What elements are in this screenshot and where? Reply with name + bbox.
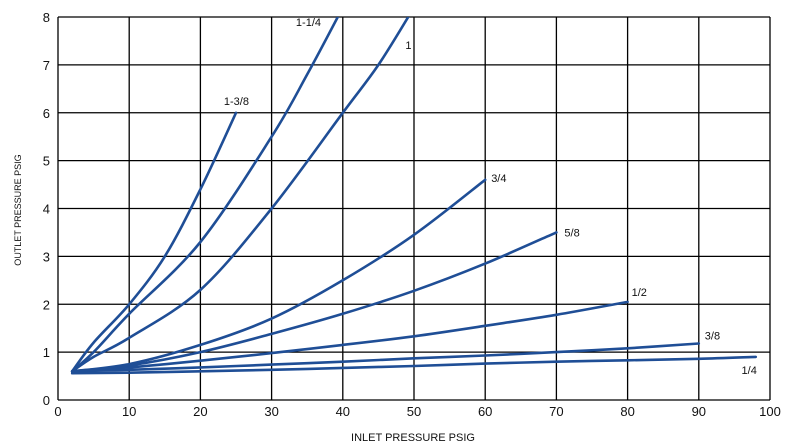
x-tick-label: 60 bbox=[478, 404, 492, 419]
series-label: 3/4 bbox=[491, 173, 506, 185]
x-tick-label: 40 bbox=[336, 404, 350, 419]
series-line-1-1-4 bbox=[70, 17, 340, 373]
y-tick-label: 7 bbox=[43, 58, 50, 73]
x-tick-label: 90 bbox=[692, 404, 706, 419]
x-tick-label: 20 bbox=[193, 404, 207, 419]
grid bbox=[57, 16, 771, 401]
y-tick-label: 5 bbox=[43, 154, 50, 169]
series-line-3-4 bbox=[70, 178, 487, 373]
x-axis-ticks: 0 10 20 30 40 50 60 70 80 90 100 bbox=[54, 404, 780, 419]
x-tick-label: 70 bbox=[549, 404, 563, 419]
y-axis-label: OUTLET PRESSURE PSIG bbox=[13, 154, 23, 265]
y-tick-label: 3 bbox=[43, 249, 50, 264]
curves bbox=[70, 17, 758, 375]
x-tick-label: 0 bbox=[54, 404, 61, 419]
x-tick-label: 30 bbox=[264, 404, 278, 419]
series-line-3-8 bbox=[70, 342, 701, 373]
series-label: 1-3/8 bbox=[224, 96, 249, 108]
series-label: 1/2 bbox=[632, 287, 647, 299]
series-label: 1-1/4 bbox=[296, 17, 321, 29]
series-label: 1/4 bbox=[742, 365, 757, 377]
series-line-1-4 bbox=[70, 355, 758, 375]
series-line-1 bbox=[70, 17, 410, 373]
y-tick-label: 1 bbox=[43, 345, 50, 360]
x-tick-label: 80 bbox=[620, 404, 634, 419]
y-tick-label: 2 bbox=[43, 297, 50, 312]
series-line-1-2 bbox=[70, 300, 629, 373]
x-tick-label: 10 bbox=[122, 404, 136, 419]
y-axis-ticks: 0 1 2 3 4 5 6 7 8 bbox=[43, 10, 50, 408]
y-tick-label: 4 bbox=[43, 202, 50, 217]
y-tick-label: 0 bbox=[43, 393, 50, 408]
series-line-1-3-8 bbox=[70, 111, 238, 373]
y-tick-label: 6 bbox=[43, 106, 50, 121]
series-label: 1 bbox=[405, 40, 411, 52]
x-tick-label: 50 bbox=[407, 404, 421, 419]
y-tick-label: 8 bbox=[43, 10, 50, 25]
series-labels: 1-3/8 1-1/4 1 3/4 5/8 1/2 3/8 1/4 bbox=[224, 17, 757, 377]
series-label: 3/8 bbox=[705, 331, 720, 343]
series-label: 5/8 bbox=[564, 227, 579, 239]
x-axis-label: INLET PRESSURE PSIG bbox=[351, 432, 475, 444]
series-line-5-8 bbox=[70, 231, 558, 373]
x-tick-label: 100 bbox=[759, 404, 781, 419]
